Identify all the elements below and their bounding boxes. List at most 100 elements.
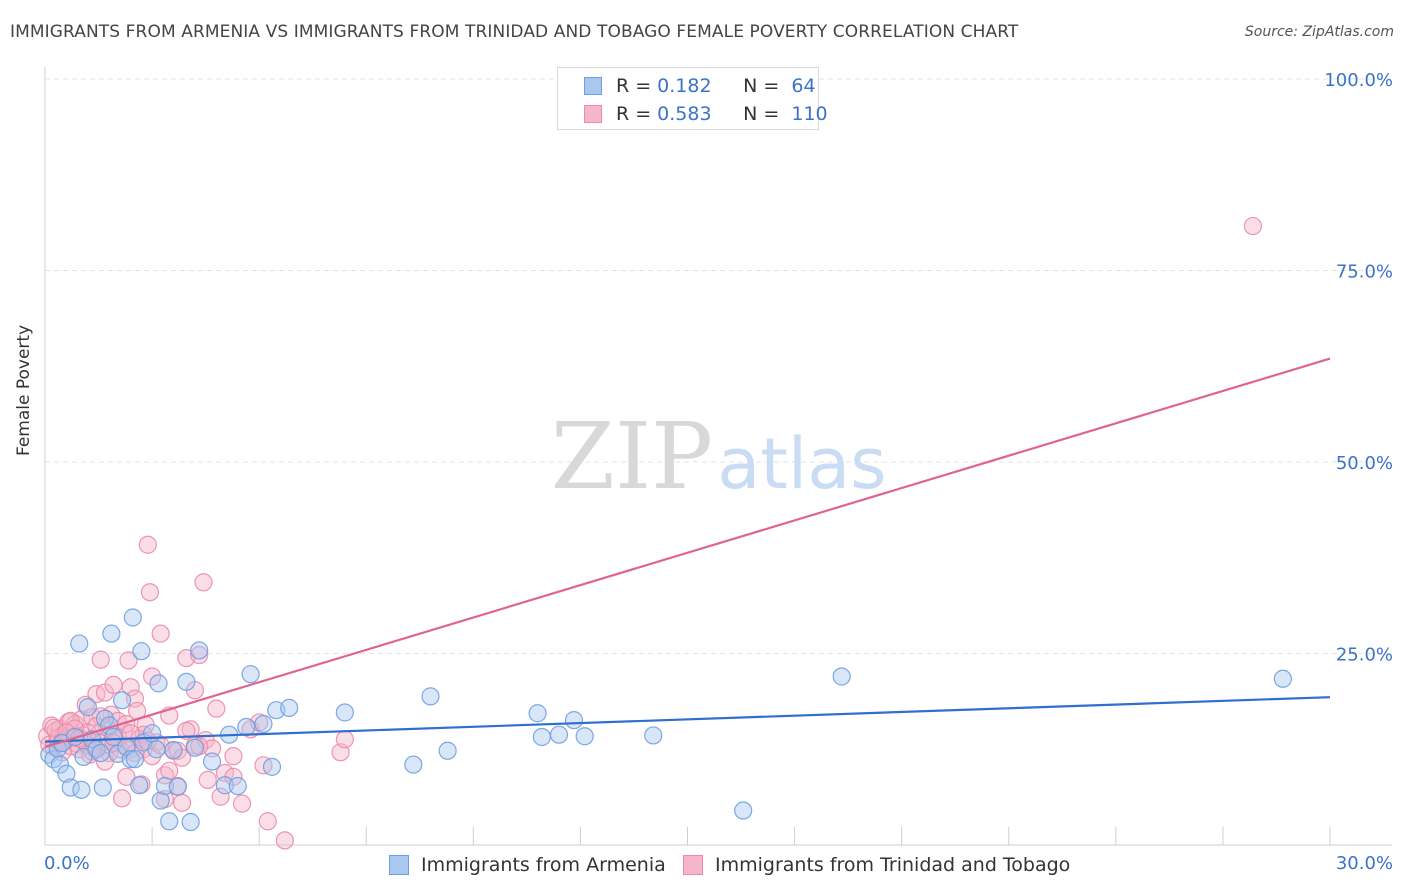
trinidad-point xyxy=(119,651,138,670)
armenia-point xyxy=(190,641,209,660)
armenia-point xyxy=(121,750,140,769)
armenia-point xyxy=(421,687,440,706)
armenia-point xyxy=(228,776,247,796)
n-label: N = xyxy=(743,103,780,125)
stats-row-trinidad: R = 0.583 N = 110 xyxy=(584,101,828,127)
armenia-legend-swatch xyxy=(389,855,409,875)
trinidad-point xyxy=(121,678,140,697)
armenia-point xyxy=(644,726,663,745)
trinidad-point xyxy=(140,583,160,602)
armenia-point xyxy=(102,624,121,643)
armenia-point xyxy=(438,741,457,760)
armenia-point xyxy=(91,743,110,763)
axis-layer xyxy=(44,67,1392,846)
armenia-point xyxy=(832,667,851,686)
armenia-point xyxy=(185,738,205,757)
armenia-point xyxy=(734,801,753,820)
trinidad-swatch xyxy=(584,105,602,123)
r-label: R = xyxy=(616,75,652,97)
armenia-point xyxy=(72,780,91,799)
trinidad-point xyxy=(151,624,170,643)
armenia-legend-label: Immigrants from Armenia xyxy=(421,854,666,876)
armenia-point xyxy=(151,791,170,810)
trinidad-point xyxy=(232,794,252,813)
armenia-point xyxy=(61,778,80,797)
armenia-point xyxy=(404,755,423,774)
armenia-point xyxy=(335,703,354,722)
trinidad-point xyxy=(112,789,132,808)
r-label: R = xyxy=(616,103,652,125)
armenia-point xyxy=(181,812,200,832)
armenia-point xyxy=(528,704,547,723)
armenia-point xyxy=(50,755,70,774)
trinidad-point xyxy=(91,650,110,669)
armenia-point xyxy=(241,665,260,684)
armenia-swatch xyxy=(584,77,602,95)
trinidad-point xyxy=(177,721,196,740)
armenia-point xyxy=(532,727,551,747)
armenia-point xyxy=(237,717,256,737)
trinidad-point xyxy=(160,761,179,780)
stats-legend: R = 0.182 N = 64 R = 0.583 N = 110 xyxy=(557,67,828,130)
y-axis-label: Female Poverty xyxy=(14,324,34,456)
armenia-point xyxy=(164,740,183,760)
armenia-point xyxy=(262,757,282,776)
trinidad-point xyxy=(275,831,294,850)
armenia-point xyxy=(132,642,151,661)
legend-item-trinidad[interactable]: Immigrants from Trinidad and Tobago xyxy=(683,852,1070,878)
y-tick-label: 100.0% xyxy=(1324,70,1393,91)
armenia-point xyxy=(575,727,594,746)
trinidad-point xyxy=(142,667,162,686)
trinidad-point xyxy=(190,645,209,665)
trinidad-point xyxy=(198,770,217,789)
watermark-zip: ZIP xyxy=(551,403,713,510)
armenia-n-value: 64 xyxy=(791,75,816,97)
armenia-point xyxy=(202,752,222,771)
trinidad-trend-line xyxy=(44,357,1331,749)
trinidad-point xyxy=(104,675,123,695)
stats-row-armenia: R = 0.182 N = 64 xyxy=(584,73,816,99)
trinidad-point xyxy=(194,573,213,592)
armenia-point xyxy=(123,608,142,627)
trinidad-point xyxy=(117,767,136,786)
watermark: ZIP atlas xyxy=(551,403,887,510)
armenia-point xyxy=(78,698,97,717)
armenia-point xyxy=(93,778,112,797)
armenia-point xyxy=(215,776,234,795)
armenia-point xyxy=(125,750,145,769)
trinidad-legend-label: Immigrants from Trinidad and Tobago xyxy=(715,854,1071,876)
x-tick-label: 0.0% xyxy=(44,853,90,874)
armenia-point xyxy=(254,714,273,734)
armenia-point xyxy=(168,777,187,796)
y-tick-label: 25.0% xyxy=(1336,645,1393,666)
armenia-point xyxy=(112,691,132,710)
armenia-point xyxy=(57,764,76,783)
trinidad-point xyxy=(138,535,157,554)
trinidad-r-value: 0.583 xyxy=(657,103,712,125)
y-tick-label: 50.0% xyxy=(1336,453,1393,474)
trinidad-point xyxy=(224,747,243,766)
x-tick-label: 30.0% xyxy=(1336,853,1393,874)
legend-item-armenia[interactable]: Immigrants from Armenia xyxy=(389,852,666,878)
armenia-point xyxy=(280,698,299,717)
armenia-point xyxy=(177,672,196,691)
armenia-trend-line xyxy=(44,696,1331,743)
trinidad-point xyxy=(207,699,226,718)
source-credit: Source: ZipAtlas.com xyxy=(1244,24,1394,40)
armenia-point xyxy=(564,711,584,730)
grid-layer xyxy=(45,78,1392,654)
armenia-point xyxy=(70,634,89,653)
trinidad-point xyxy=(211,787,230,806)
chart-title: IMMIGRANTS FROM ARMENIA VS IMMIGRANTS FR… xyxy=(10,22,1019,42)
y-tick-label: 75.0% xyxy=(1336,262,1393,283)
armenia-point xyxy=(147,740,166,759)
watermark-atlas: atlas xyxy=(717,423,886,505)
armenia-r-value: 0.182 xyxy=(657,75,712,97)
armenia-point xyxy=(160,812,179,831)
trinidad-point xyxy=(335,730,354,749)
armenia-point xyxy=(155,776,175,796)
armenia-point xyxy=(149,674,168,693)
trend-lines xyxy=(44,357,1331,749)
trinidad-point xyxy=(172,793,192,812)
